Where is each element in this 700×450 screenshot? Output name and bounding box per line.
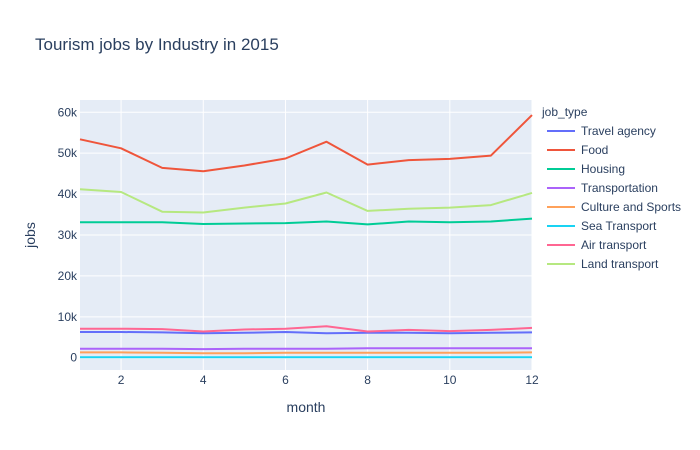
x-axis-ticks: 2 4 6 8 10 12 xyxy=(118,373,539,387)
series-line-culture-and-sports xyxy=(80,351,533,355)
legend-label: Housing xyxy=(581,162,625,176)
series-line-housing xyxy=(80,217,533,226)
series-line-air-transport xyxy=(80,325,533,333)
legend-label: Air transport xyxy=(581,238,647,252)
legend-item[interactable]: Land transport xyxy=(547,257,659,271)
x-tick-label: 6 xyxy=(282,373,289,387)
x-tick-label: 10 xyxy=(443,373,457,387)
x-tick-label: 8 xyxy=(364,373,371,387)
legend-item[interactable]: Air transport xyxy=(547,238,647,252)
legend-item[interactable]: Food xyxy=(547,143,608,157)
legend-title: job_type xyxy=(541,105,588,119)
series-lines xyxy=(79,114,533,359)
legend-item[interactable]: Transportation xyxy=(547,181,658,195)
y-tick-label: 0 xyxy=(70,351,77,365)
series-line-food xyxy=(79,114,533,173)
series-line-travel-agency xyxy=(80,331,533,335)
y-tick-label: 10k xyxy=(58,310,78,324)
legend-label: Food xyxy=(581,143,608,157)
legend-label: Transportation xyxy=(581,181,658,195)
legend-item[interactable]: Housing xyxy=(547,162,625,176)
x-tick-label: 2 xyxy=(118,373,125,387)
legend-label: Land transport xyxy=(581,257,659,271)
series-line-transportation xyxy=(80,347,532,351)
legend-label: Culture and Sports xyxy=(581,200,681,214)
legend-item[interactable]: Travel agency xyxy=(547,124,656,138)
y-tick-label: 30k xyxy=(58,228,78,242)
x-tick-label: 12 xyxy=(525,373,539,387)
series-line-land-transport xyxy=(79,188,533,214)
legend-label: Travel agency xyxy=(581,124,656,138)
chart-title: Tourism jobs by Industry in 2015 xyxy=(35,35,279,54)
y-tick-label: 20k xyxy=(58,269,78,283)
gridlines xyxy=(80,100,533,370)
legend-item[interactable]: Sea Transport xyxy=(547,219,657,233)
y-tick-label: 40k xyxy=(58,187,78,201)
legend-label: Sea Transport xyxy=(581,219,657,233)
legend: job_type Travel agency Food Housing Transpo… xyxy=(541,105,681,271)
y-tick-label: 50k xyxy=(58,146,78,160)
y-axis-ticks: 0 10k 20k 30k 40k 50k 60k xyxy=(58,105,78,364)
y-axis-title: jobs xyxy=(22,222,38,249)
x-axis-title: month xyxy=(287,399,326,415)
legend-item[interactable]: Culture and Sports xyxy=(547,200,681,214)
x-tick-label: 4 xyxy=(200,373,207,387)
y-tick-label: 60k xyxy=(58,105,78,119)
